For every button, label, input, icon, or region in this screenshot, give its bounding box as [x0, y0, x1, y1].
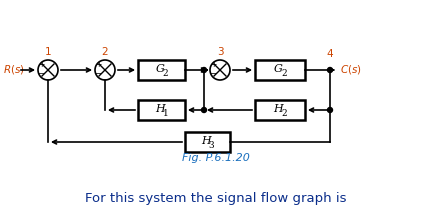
Circle shape	[38, 60, 58, 80]
Text: $R(s)$: $R(s)$	[3, 63, 25, 77]
Text: $C(s)$: $C(s)$	[340, 63, 362, 77]
Circle shape	[201, 68, 206, 73]
Text: Fig. P.6.1.20: Fig. P.6.1.20	[182, 153, 250, 163]
Text: For this system the signal flow graph is: For this system the signal flow graph is	[85, 191, 347, 204]
Bar	[255, 60, 305, 80]
Text: 1: 1	[162, 109, 168, 118]
Text: 2: 2	[281, 69, 287, 78]
Text: +: +	[38, 60, 45, 69]
Text: −: −	[37, 70, 44, 78]
Circle shape	[201, 107, 206, 112]
Text: H: H	[201, 136, 211, 146]
Circle shape	[95, 60, 115, 80]
Text: 1: 1	[44, 47, 51, 57]
Text: 3: 3	[209, 141, 214, 150]
Text: 2: 2	[163, 69, 168, 78]
Text: +: +	[211, 60, 217, 69]
Text: 4: 4	[327, 49, 334, 59]
Text: +: +	[95, 60, 102, 69]
Text: 3: 3	[217, 47, 223, 57]
Text: G: G	[156, 64, 165, 74]
Text: −: −	[209, 70, 216, 78]
Text: H: H	[273, 104, 283, 114]
Bar	[138, 60, 185, 80]
Text: H: H	[155, 104, 165, 114]
Text: −: −	[94, 70, 101, 78]
Circle shape	[210, 60, 230, 80]
Circle shape	[327, 107, 333, 112]
Bar	[138, 100, 185, 120]
Text: 2: 2	[102, 47, 108, 57]
Text: G: G	[274, 64, 283, 74]
Text: 2: 2	[281, 109, 287, 118]
Bar	[185, 132, 230, 152]
Circle shape	[327, 68, 333, 73]
Bar	[255, 100, 305, 120]
